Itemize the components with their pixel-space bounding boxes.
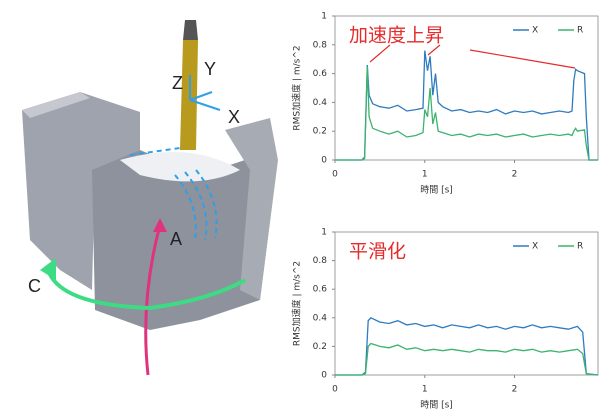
illustration: Z Y X A C <box>22 20 278 375</box>
y-tick-label: 0 <box>321 156 327 166</box>
arrows-annotation <box>370 45 575 68</box>
series-line <box>335 51 598 160</box>
y-tick-label: 1 <box>321 228 327 238</box>
y-tick-label: 0.2 <box>313 342 327 352</box>
arrowhead-c <box>40 258 56 280</box>
annotation: 加速度上昇 <box>349 25 444 47</box>
label-z: Z <box>172 73 183 93</box>
y-tick-label: 0.2 <box>313 127 327 137</box>
page: Z Y X A C 0 0.2 0.4 0.6 0.8 1 0 1 2 時間 [s] RMS加速度 … <box>0 0 608 419</box>
legend-label: X <box>532 26 538 36</box>
label-a: A <box>170 229 182 249</box>
y-axis-label: RMS加速度 | m/s^2 <box>291 45 303 130</box>
y-tick-label: 0.6 <box>313 285 328 295</box>
x-tick-label: 1 <box>422 385 428 395</box>
x-tick-label: 0 <box>332 385 338 395</box>
series-line <box>335 66 598 160</box>
y-tick-label: 0.6 <box>313 69 328 79</box>
x-tick-label: 2 <box>512 170 518 180</box>
x-tick-label: 1 <box>422 170 428 180</box>
x-tick-label: 0 <box>332 170 338 180</box>
series-line <box>335 318 598 375</box>
y-tick-label: 0.8 <box>313 40 328 50</box>
y-tick-label: 0.4 <box>313 313 328 323</box>
legend-label: X <box>532 242 538 252</box>
x-axis-label: 時間 [s] <box>420 185 453 196</box>
annotation-arrows <box>370 45 575 68</box>
label-c: C <box>28 276 41 296</box>
y-axis-label: RMS加速度 | m/s^2 <box>291 261 303 346</box>
x-tick-label: 2 <box>512 385 518 395</box>
label-y: Y <box>204 59 216 79</box>
x-axis-label: 時間 [s] <box>420 400 453 411</box>
series-line <box>335 344 598 376</box>
tool-shank <box>183 20 198 40</box>
legend-label: R <box>577 242 583 252</box>
legend-label: R <box>577 26 583 36</box>
label-x: X <box>228 107 240 127</box>
y-tick-label: 1 <box>321 12 327 22</box>
y-tick-label: 0.8 <box>313 256 328 266</box>
y-tick-label: 0 <box>321 371 327 381</box>
annotation: 平滑化 <box>349 241 406 263</box>
y-tick-label: 0.4 <box>313 98 328 108</box>
